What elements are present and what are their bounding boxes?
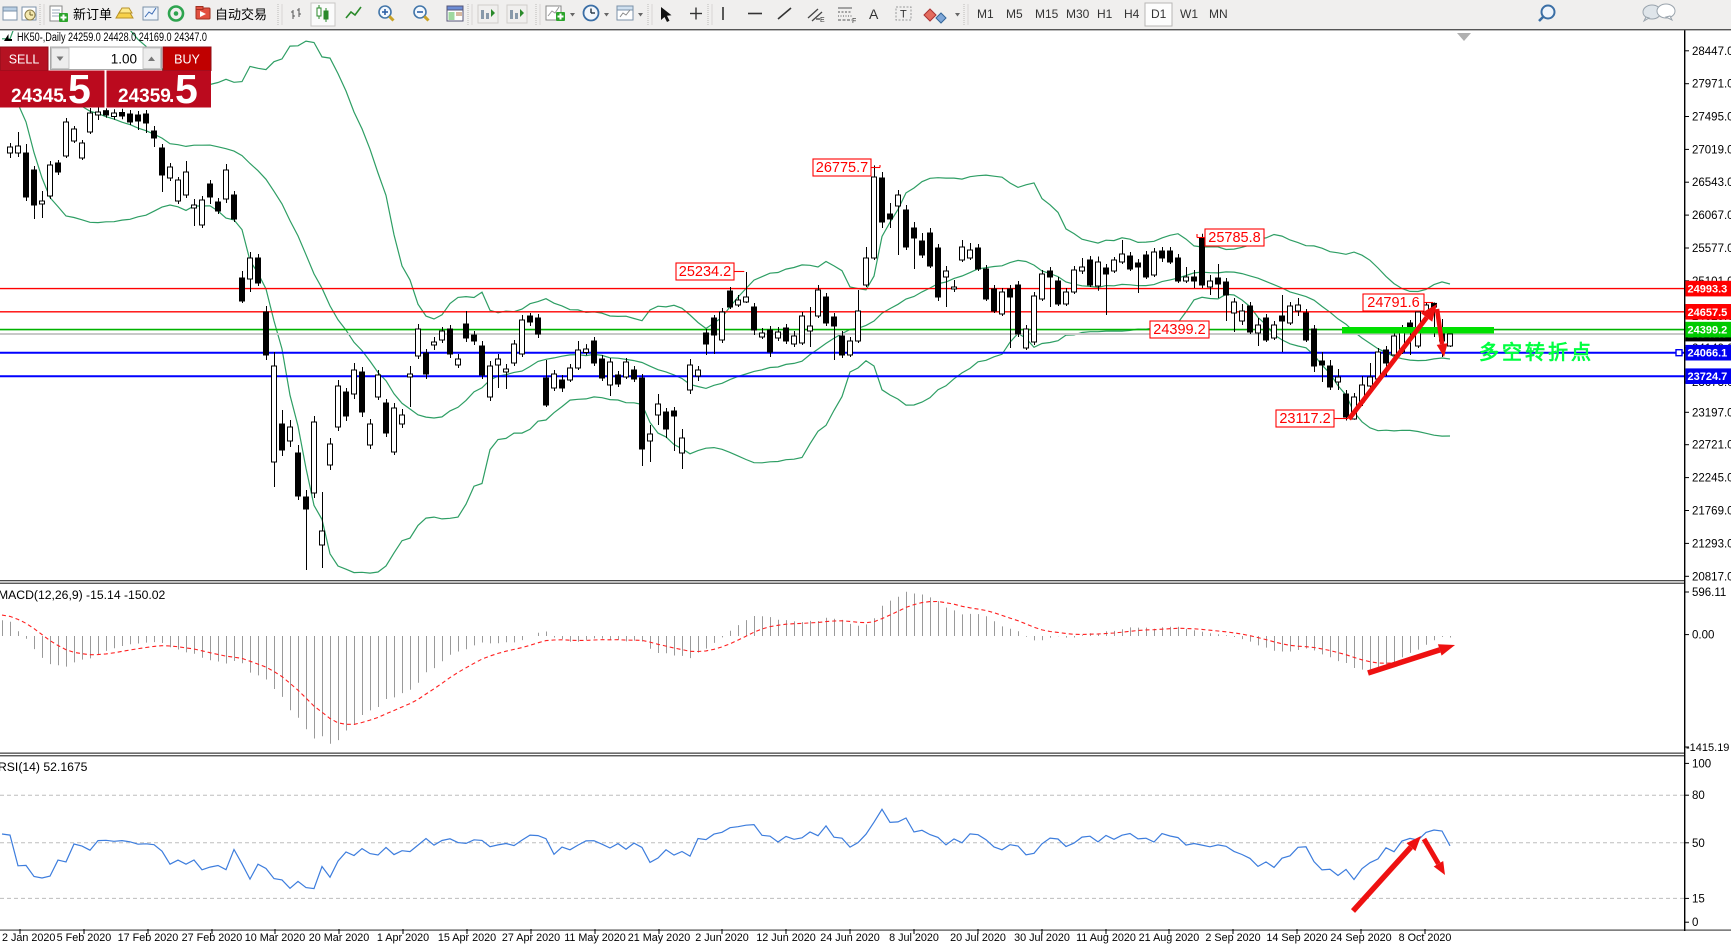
- svg-text:H4: H4: [1124, 7, 1140, 21]
- svg-text:MACD(12,26,9) -15.14 -150.02: MACD(12,26,9) -15.14 -150.02: [0, 588, 166, 602]
- svg-text:11 May 2020: 11 May 2020: [564, 932, 626, 944]
- svg-text:23117.2: 23117.2: [1279, 411, 1330, 427]
- svg-text:W1: W1: [1180, 7, 1198, 21]
- svg-text:27971.0: 27971.0: [1692, 79, 1731, 91]
- svg-text:14 Sep 2020: 14 Sep 2020: [1266, 932, 1327, 944]
- svg-text:多空转折点: 多空转折点: [1479, 340, 1594, 364]
- svg-text:25234.2: 25234.2: [679, 264, 731, 280]
- svg-text:24066.1: 24066.1: [1688, 348, 1728, 360]
- svg-text:D1: D1: [1151, 7, 1167, 21]
- svg-text:25785.8: 25785.8: [1208, 230, 1260, 246]
- svg-text:24345: 24345: [11, 86, 64, 107]
- svg-text:新订单: 新订单: [73, 7, 112, 22]
- svg-text:F: F: [852, 18, 856, 25]
- svg-text:26067.0: 26067.0: [1692, 210, 1731, 222]
- svg-text:H1: H1: [1097, 7, 1113, 21]
- svg-text:21293.0: 21293.0: [1692, 538, 1731, 550]
- svg-text:1 Apr 2020: 1 Apr 2020: [377, 932, 429, 944]
- svg-text:BUY: BUY: [174, 53, 200, 67]
- svg-text:50: 50: [1692, 838, 1705, 850]
- svg-text:26775.7: 26775.7: [816, 160, 868, 176]
- svg-text:20 Mar 2020: 20 Mar 2020: [309, 932, 370, 944]
- svg-text:.: .: [62, 86, 67, 107]
- svg-text:24 Sep 2020: 24 Sep 2020: [1330, 932, 1391, 944]
- svg-text:M5: M5: [1006, 7, 1023, 21]
- svg-text:0.00: 0.00: [1692, 630, 1714, 642]
- svg-text:RSI(14) 52.1675: RSI(14) 52.1675: [0, 760, 88, 774]
- svg-text:SELL: SELL: [9, 53, 40, 67]
- svg-text:24399.2: 24399.2: [1688, 325, 1728, 337]
- svg-text:-1415.19: -1415.19: [1686, 742, 1729, 754]
- svg-text:15 Apr 2020: 15 Apr 2020: [438, 932, 496, 944]
- svg-text:自动交易: 自动交易: [215, 7, 267, 22]
- svg-text:10 Mar 2020: 10 Mar 2020: [245, 932, 306, 944]
- svg-text:22721.0: 22721.0: [1692, 440, 1731, 452]
- svg-text:27019.0: 27019.0: [1692, 144, 1731, 156]
- svg-text:23197.0: 23197.0: [1692, 407, 1731, 419]
- svg-text:27 Feb 2020: 27 Feb 2020: [182, 932, 243, 944]
- svg-text:8 Oct 2020: 8 Oct 2020: [1399, 932, 1452, 944]
- svg-text:8 Jul 2020: 8 Jul 2020: [889, 932, 939, 944]
- svg-text:27495.0: 27495.0: [1692, 112, 1731, 124]
- svg-text:5: 5: [175, 66, 198, 112]
- svg-text:21 May 2020: 21 May 2020: [628, 932, 690, 944]
- svg-text:20 Jul 2020: 20 Jul 2020: [950, 932, 1006, 944]
- svg-text:24399.2: 24399.2: [1153, 322, 1205, 338]
- svg-text:24993.3: 24993.3: [1688, 284, 1728, 296]
- svg-text:24359: 24359: [118, 86, 171, 107]
- svg-text:24 Jun 2020: 24 Jun 2020: [820, 932, 879, 944]
- svg-text:M30: M30: [1066, 7, 1090, 21]
- svg-text:11 Aug 2020: 11 Aug 2020: [1076, 932, 1136, 944]
- svg-text:2 Jun 2020: 2 Jun 2020: [695, 932, 748, 944]
- svg-text:M15: M15: [1035, 7, 1059, 21]
- svg-text:21 Aug 2020: 21 Aug 2020: [1139, 932, 1200, 944]
- svg-text:MN: MN: [1209, 7, 1228, 21]
- svg-text:27 Apr 2020: 27 Apr 2020: [502, 932, 560, 944]
- svg-text:.: .: [169, 86, 174, 107]
- svg-text:25577.0: 25577.0: [1692, 243, 1731, 255]
- svg-text:100: 100: [1692, 758, 1711, 770]
- svg-text:21769.0: 21769.0: [1692, 506, 1731, 518]
- svg-text:A: A: [869, 6, 879, 22]
- svg-text:20817.0: 20817.0: [1692, 571, 1731, 583]
- svg-text:12 Jun 2020: 12 Jun 2020: [756, 932, 815, 944]
- svg-text:24791.6: 24791.6: [1367, 295, 1419, 311]
- svg-text:E: E: [820, 17, 825, 24]
- svg-text:23724.7: 23724.7: [1688, 371, 1728, 383]
- svg-text:26543.0: 26543.0: [1692, 177, 1731, 189]
- svg-text:17 Feb 2020: 17 Feb 2020: [118, 932, 179, 944]
- svg-text:596.11: 596.11: [1692, 587, 1726, 599]
- svg-text:24657.5: 24657.5: [1688, 307, 1728, 319]
- svg-text:T: T: [900, 9, 907, 21]
- svg-text:1.00: 1.00: [111, 52, 137, 67]
- svg-text:80: 80: [1692, 790, 1705, 802]
- svg-text:28447.0: 28447.0: [1692, 46, 1731, 58]
- svg-text:M1: M1: [977, 7, 994, 21]
- svg-text:15: 15: [1692, 893, 1705, 905]
- svg-text:5 Feb 2020: 5 Feb 2020: [57, 932, 112, 944]
- svg-text:2 Jan 2020: 2 Jan 2020: [2, 932, 55, 944]
- svg-text:30 Jul 2020: 30 Jul 2020: [1014, 932, 1070, 944]
- svg-text:HK50-,Daily 24259.0 24428.0 2: HK50-,Daily 24259.0 24428.0 24169.0 2434…: [17, 32, 207, 44]
- svg-text:22245.0: 22245.0: [1692, 473, 1731, 485]
- svg-text:2 Sep 2020: 2 Sep 2020: [1205, 932, 1260, 944]
- svg-text:5: 5: [68, 66, 91, 112]
- svg-text:0: 0: [1692, 917, 1698, 929]
